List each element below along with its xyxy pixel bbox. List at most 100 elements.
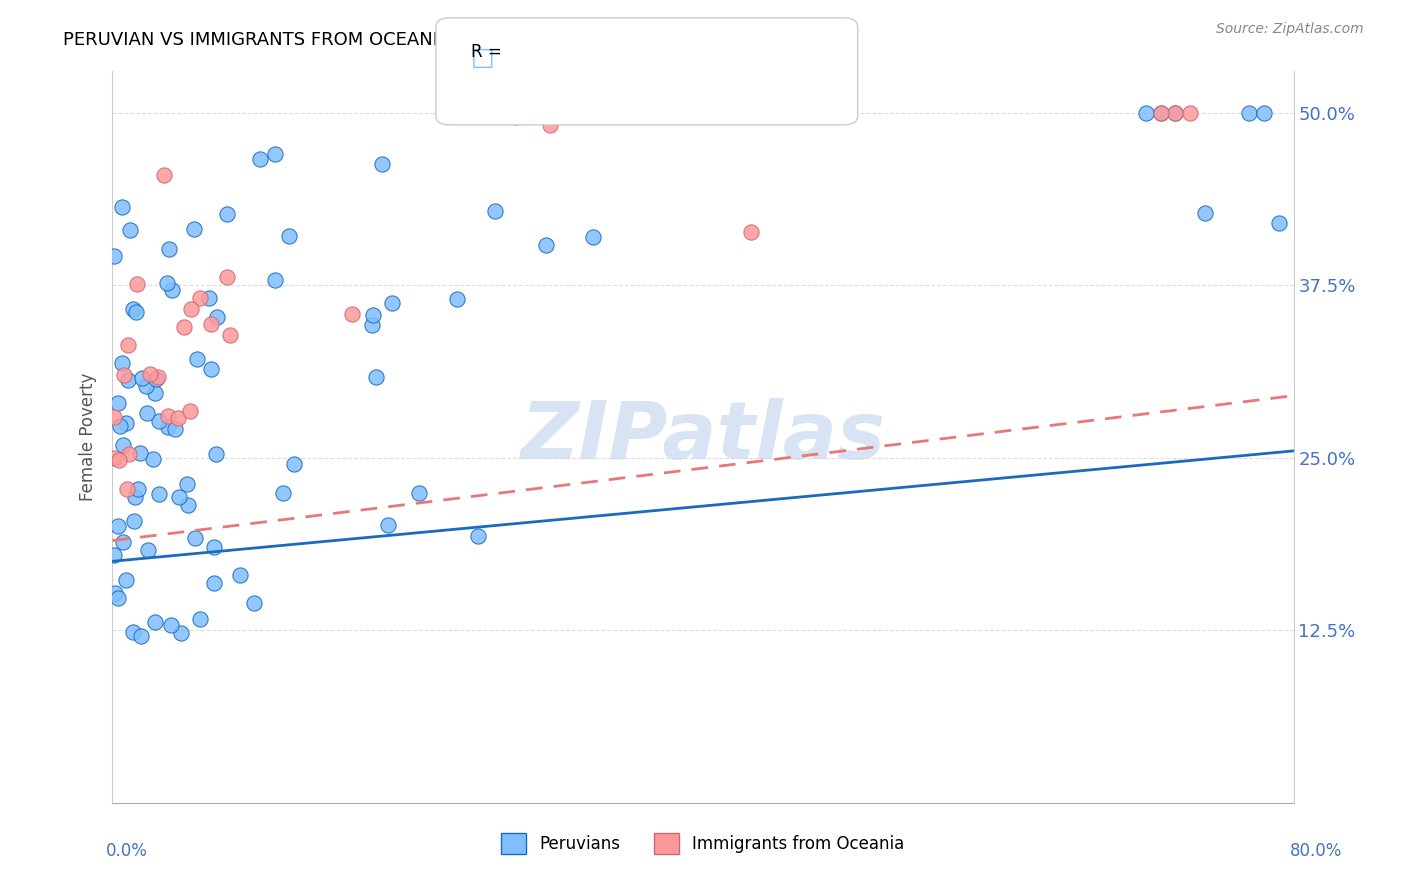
- Peruvians: [470, 105, 492, 120]
- Text: PERUVIAN VS IMMIGRANTS FROM OCEANIA FEMALE POVERTY CORRELATION CHART: PERUVIAN VS IMMIGRANTS FROM OCEANIA FEMA…: [63, 31, 815, 49]
- Peruvians: [446, 293, 468, 307]
- Immigrants from Oceania: [1178, 105, 1201, 120]
- Bar: [454, 36, 485, 67]
- Peruvians: [361, 309, 384, 323]
- Peruvians: [148, 414, 170, 428]
- Immigrants from Oceania: [683, 105, 706, 120]
- Peruvians: [183, 221, 205, 235]
- Peruvians: [217, 206, 239, 220]
- Text: N =: N =: [616, 82, 652, 100]
- Peruvians: [163, 422, 186, 436]
- Peruvians: [371, 157, 394, 171]
- Peruvians: [125, 304, 148, 318]
- Peruvians: [103, 548, 125, 562]
- Peruvians: [263, 273, 285, 287]
- Peruvians: [204, 447, 226, 461]
- Peruvians: [1150, 105, 1173, 120]
- Peruvians: [200, 362, 222, 376]
- Peruvians: [135, 379, 157, 393]
- Peruvians: [108, 419, 131, 434]
- Immigrants from Oceania: [112, 368, 135, 383]
- Peruvians: [408, 486, 430, 500]
- Peruvians: [131, 371, 153, 385]
- Immigrants from Oceania: [219, 328, 242, 343]
- Peruvians: [205, 310, 228, 324]
- Text: 0.0%: 0.0%: [105, 842, 148, 860]
- Peruvians: [484, 204, 506, 219]
- Peruvians: [184, 531, 207, 545]
- Peruvians: [138, 543, 160, 558]
- Immigrants from Oceania: [173, 319, 195, 334]
- Peruvians: [243, 596, 266, 610]
- Peruvians: [186, 352, 208, 367]
- Text: 0.185: 0.185: [537, 43, 589, 61]
- Bar: [454, 76, 485, 107]
- Immigrants from Oceania: [647, 105, 669, 120]
- Peruvians: [156, 277, 179, 291]
- Peruvians: [176, 477, 198, 491]
- Peruvians: [360, 318, 382, 332]
- Immigrants from Oceania: [125, 277, 148, 291]
- Peruvians: [381, 296, 404, 310]
- Peruvians: [467, 528, 489, 542]
- Peruvians: [177, 499, 200, 513]
- Peruvians: [103, 248, 125, 262]
- Immigrants from Oceania: [342, 307, 364, 321]
- Peruvians: [107, 591, 129, 605]
- Immigrants from Oceania: [217, 269, 239, 284]
- Peruvians: [121, 624, 143, 639]
- Peruvians: [104, 586, 127, 600]
- Peruvians: [114, 417, 136, 431]
- Peruvians: [263, 147, 285, 161]
- Immigrants from Oceania: [117, 337, 139, 351]
- Immigrants from Oceania: [148, 370, 170, 384]
- Text: ZIPatlas: ZIPatlas: [520, 398, 886, 476]
- Peruvians: [110, 200, 132, 214]
- Peruvians: [107, 395, 129, 409]
- Immigrants from Oceania: [1164, 105, 1187, 120]
- Peruvians: [157, 242, 180, 256]
- Peruvians: [143, 615, 166, 630]
- Text: R =: R =: [498, 82, 533, 100]
- Immigrants from Oceania: [538, 118, 561, 132]
- Text: R =: R =: [498, 43, 533, 61]
- Peruvians: [117, 373, 139, 387]
- Immigrants from Oceania: [103, 409, 125, 424]
- Peruvians: [278, 229, 301, 244]
- Peruvians: [198, 291, 221, 305]
- Peruvians: [1268, 216, 1291, 230]
- Peruvians: [111, 356, 134, 370]
- Peruvians: [114, 574, 136, 588]
- Immigrants from Oceania: [179, 404, 201, 418]
- Peruvians: [202, 541, 225, 555]
- Peruvians: [1164, 105, 1187, 120]
- Peruvians: [135, 406, 157, 420]
- Peruvians: [148, 487, 170, 501]
- Peruvians: [1194, 206, 1216, 220]
- Peruvians: [271, 486, 294, 500]
- Text: N =: N =: [616, 43, 652, 61]
- Text: 80.0%: 80.0%: [1291, 842, 1343, 860]
- Text: 31: 31: [662, 82, 686, 100]
- Text: □: □: [471, 46, 495, 70]
- Peruvians: [129, 445, 152, 459]
- Y-axis label: Female Poverty: Female Poverty: [79, 373, 97, 501]
- Peruvians: [188, 611, 211, 625]
- Immigrants from Oceania: [503, 110, 526, 124]
- Peruvians: [534, 238, 557, 252]
- Immigrants from Oceania: [740, 225, 762, 239]
- Peruvians: [143, 385, 166, 400]
- Immigrants from Oceania: [153, 168, 176, 182]
- Text: 82: 82: [662, 43, 686, 61]
- Peruvians: [283, 457, 305, 471]
- Immigrants from Oceania: [115, 482, 138, 496]
- Immigrants from Oceania: [188, 291, 211, 305]
- Peruvians: [1253, 105, 1275, 120]
- Immigrants from Oceania: [1150, 105, 1173, 120]
- Peruvians: [249, 152, 271, 166]
- Immigrants from Oceania: [575, 105, 598, 120]
- Peruvians: [112, 438, 135, 452]
- Immigrants from Oceania: [156, 409, 179, 424]
- Text: 0.177: 0.177: [537, 82, 589, 100]
- Immigrants from Oceania: [167, 411, 190, 425]
